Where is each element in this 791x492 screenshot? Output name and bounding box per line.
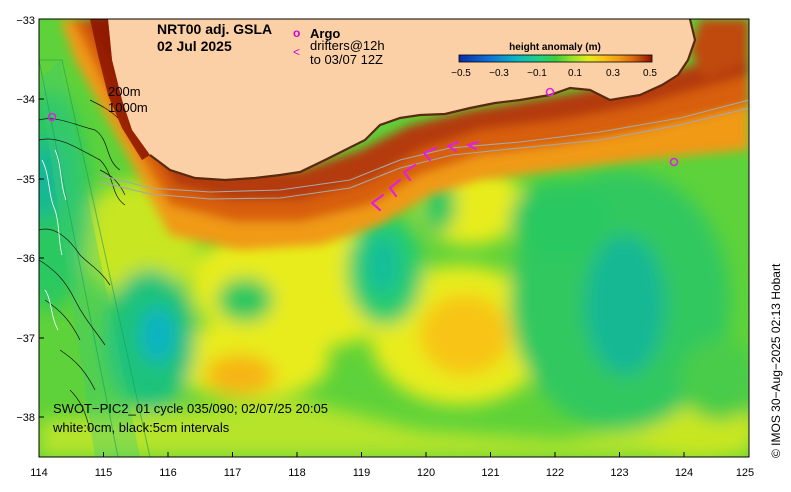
colorbar-tick: −0.3: [489, 68, 509, 79]
plot-frame: [38, 18, 750, 458]
x-tick-label: 116: [159, 467, 177, 479]
y-tick-label: −35: [16, 174, 35, 186]
argo-float: [669, 157, 679, 167]
colorbar: height anomaly (m) −0.5 −0.3 −0.1 0.1 0.…: [451, 42, 657, 79]
colorbar-tick: 0.1: [568, 68, 582, 79]
x-tick-label: 114: [30, 467, 48, 479]
drifter-chevron: [402, 163, 417, 182]
coastline: [149, 19, 697, 182]
x-tick-label: 122: [546, 467, 564, 479]
argo-legend-symbol: o: [293, 26, 300, 40]
drifter-chevron: [466, 140, 480, 151]
map-title-line2: 02 Jul 2025: [157, 38, 232, 54]
imos-credit: © IMOS 30−Aug−2025 02:13 Hobart: [769, 263, 783, 458]
drifter-legend-label1: drifters@12h: [310, 38, 385, 53]
x-tick-label: 117: [224, 467, 242, 479]
map-field: [39, 19, 749, 457]
swath-zero-contours: [41, 149, 67, 331]
colorbar-ramp: [458, 54, 653, 63]
colorbar-tick: −0.5: [451, 68, 471, 79]
anomaly-field: [39, 90, 749, 457]
argo-floats: [47, 87, 679, 167]
swot-annotation-line2: white:0cm, black:5cm intervals: [52, 420, 230, 435]
isobath-label-1000: 1000m: [108, 100, 148, 115]
y-tick-label: −33: [16, 15, 35, 27]
x-tick-label: 121: [481, 467, 499, 479]
y-tick-label: −36: [16, 253, 35, 265]
tick-marks: [39, 98, 685, 457]
swot-annotation-line1: SWOT−PIC2_01 cycle 035/090; 02/07/25 20:…: [53, 401, 328, 416]
y-axis: −33 −34 −35 −36 −37 −38: [16, 15, 35, 424]
x-tick-label: 120: [417, 467, 435, 479]
map-title-line1: NRT00 adj. GSLA: [157, 21, 272, 37]
drifter-chevron: [370, 193, 385, 212]
drifter-tracks: [370, 140, 480, 212]
colorbar-tick: −0.1: [527, 68, 547, 79]
x-tick-label: 123: [610, 467, 628, 479]
y-tick-label: −34: [16, 94, 35, 106]
boundary-current: [60, 19, 749, 250]
y-tick-label: −37: [16, 333, 35, 345]
isobath-label-200: 200m: [108, 84, 141, 99]
drifter-chevron: [388, 178, 402, 198]
y-tick-label: −38: [16, 412, 35, 424]
argo-float: [545, 87, 555, 97]
drifter-legend-symbol: <: [293, 45, 300, 59]
x-tick-label: 124: [675, 467, 693, 479]
x-tick-label: 119: [353, 467, 371, 479]
swot-swath: [39, 60, 140, 457]
colorbar-tick: 0.5: [643, 68, 657, 79]
argo-legend-label: Argo: [310, 26, 340, 41]
x-tick-label: 118: [288, 467, 306, 479]
isobaths: [99, 99, 749, 200]
x-tick-label: 125: [736, 467, 754, 479]
x-tick-label: 115: [95, 467, 113, 479]
drifter-chevron: [422, 146, 438, 162]
colorbar-title: height anomaly (m): [509, 42, 601, 53]
colorbar-tick: 0.3: [606, 68, 620, 79]
drifter-chevron: [446, 140, 460, 153]
argo-float: [47, 112, 57, 122]
drifter-legend-label2: to 03/07 12Z: [310, 52, 383, 67]
x-axis: 114 115 116 117 118 119 120 121 122 123 …: [30, 467, 754, 479]
symbol-legend: o Argo < drifters@12h to 03/07 12Z: [293, 26, 385, 67]
